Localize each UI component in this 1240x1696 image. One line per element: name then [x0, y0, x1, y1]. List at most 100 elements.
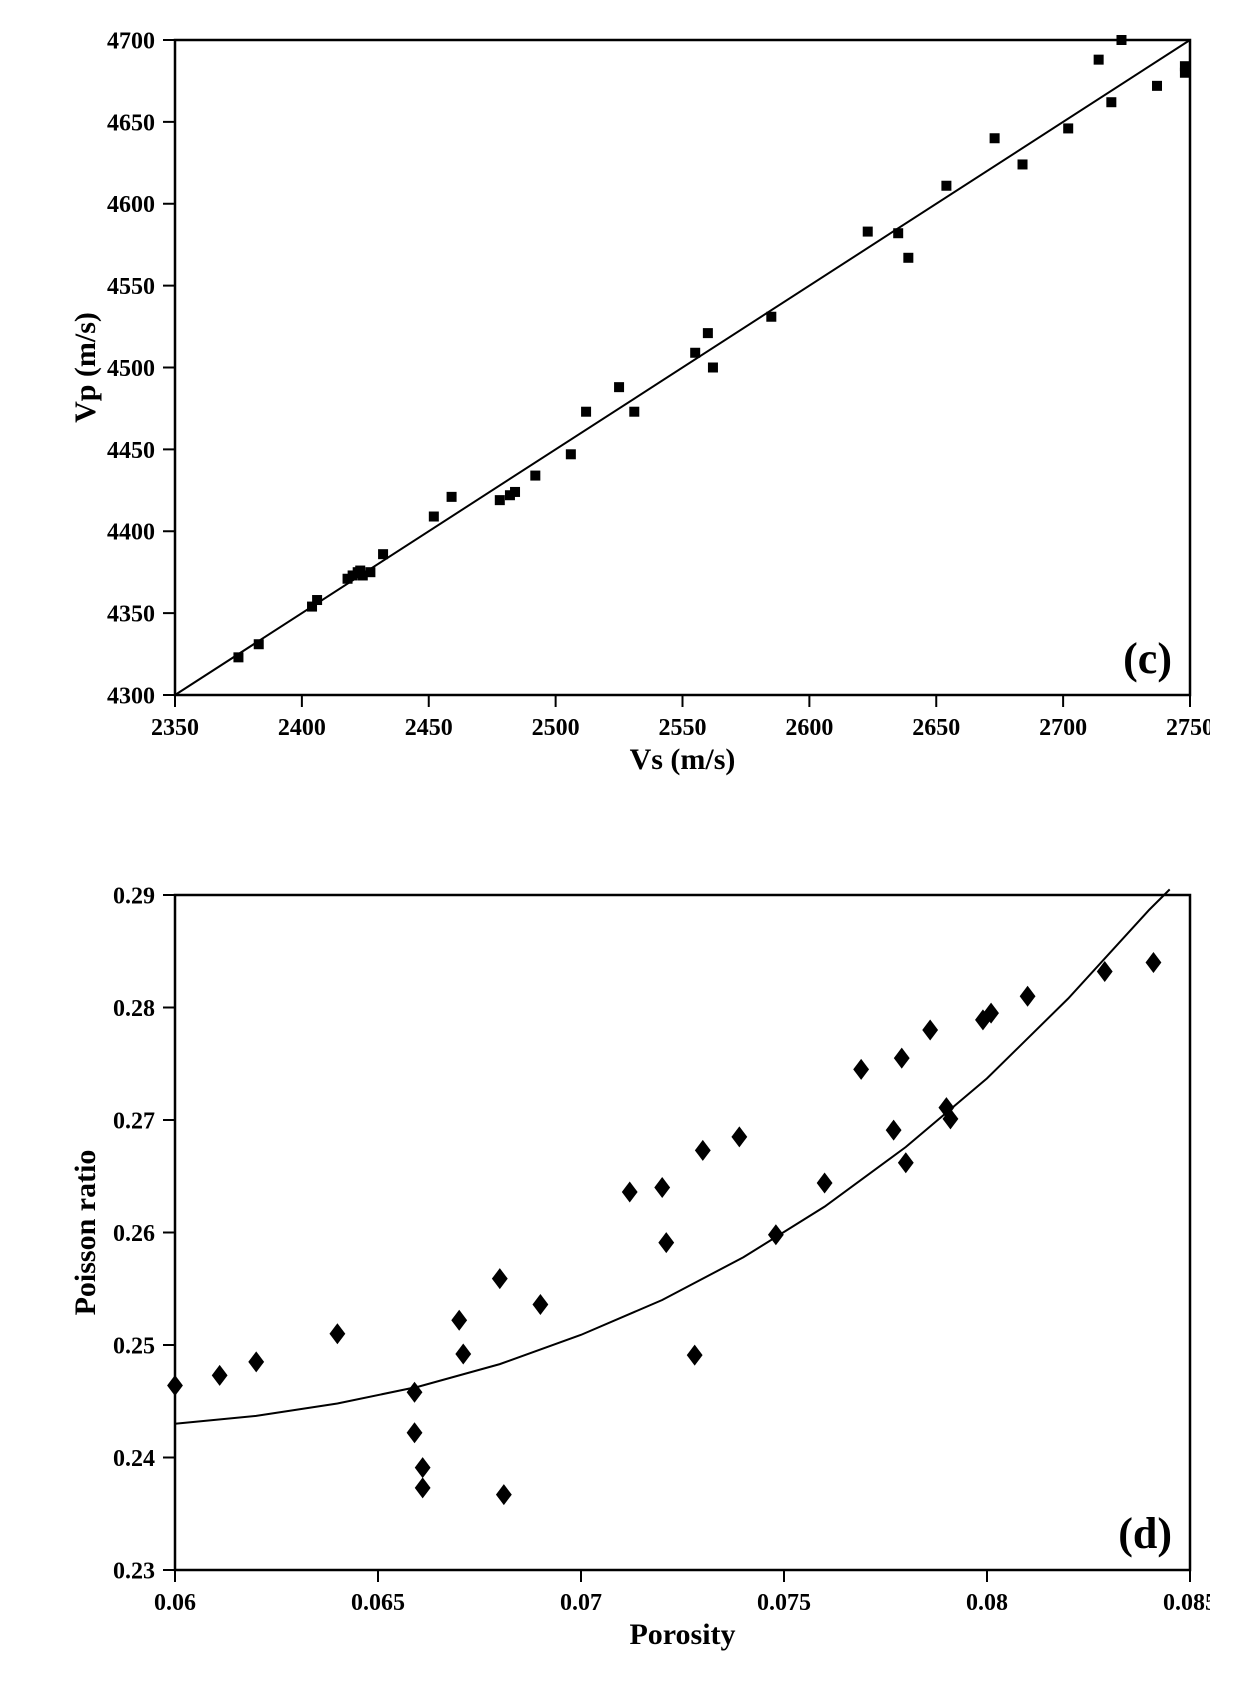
plot-frame	[175, 895, 1190, 1570]
data-marker	[1020, 986, 1036, 1007]
data-marker	[695, 1140, 711, 1161]
data-marker	[254, 639, 264, 649]
data-marker	[690, 348, 700, 358]
y-tick-label: 4550	[107, 274, 155, 300]
data-marker	[941, 181, 951, 191]
y-tick-label: 0.26	[113, 1221, 155, 1247]
data-marker	[233, 652, 243, 662]
data-marker	[708, 363, 718, 373]
data-marker	[329, 1323, 345, 1344]
chart-svg: 2350 2400 2450 2500 2550 2600 2650 2700 2750 4300…	[60, 20, 1210, 780]
y-tick-label: 0.24	[113, 1446, 155, 1472]
data-marker	[492, 1268, 508, 1289]
data-marker	[898, 1152, 914, 1173]
chart-svg: 0.06 0.065 0.07 0.075 0.08 0.085 0.23 0.24 0.25 0…	[60, 875, 1210, 1655]
data-marker	[886, 1120, 902, 1141]
data-marker	[893, 228, 903, 238]
y-tick-label: 0.27	[113, 1108, 155, 1134]
data-marker	[1063, 123, 1073, 133]
trend-line	[175, 40, 1190, 695]
x-tick-label: 2750	[1166, 715, 1210, 741]
data-marker	[622, 1182, 638, 1203]
y-tick-label: 4350	[107, 602, 155, 628]
data-marker	[658, 1232, 674, 1253]
data-marker	[863, 227, 873, 237]
data-marker	[766, 312, 776, 322]
data-marker	[451, 1310, 467, 1331]
y-tick-label: 0.28	[113, 996, 155, 1022]
data-marker	[1146, 952, 1162, 973]
x-tick-label: 2350	[151, 715, 199, 741]
x-tick-label: 2450	[405, 715, 453, 741]
x-tick-label: 0.075	[757, 1590, 811, 1616]
data-marker	[415, 1477, 431, 1498]
x-tick-label: 2600	[785, 715, 833, 741]
data-marker	[415, 1457, 431, 1478]
data-marker	[1152, 81, 1162, 91]
y-tick-label: 4400	[107, 520, 155, 546]
data-marker	[1180, 68, 1190, 78]
x-tick-label: 0.085	[1163, 1590, 1210, 1616]
data-marker	[407, 1422, 423, 1443]
y-tick-label: 4650	[107, 110, 155, 136]
data-marker	[903, 253, 913, 263]
data-marker	[614, 382, 624, 392]
data-marker	[429, 512, 439, 522]
y-tick-label: 4600	[107, 192, 155, 218]
data-marker	[378, 549, 388, 559]
data-marker	[990, 133, 1000, 143]
y-tick-label: 4300	[107, 683, 155, 709]
data-marker	[629, 407, 639, 417]
x-axis-label: Porosity	[629, 1618, 735, 1651]
data-marker	[407, 1382, 423, 1403]
data-marker	[731, 1126, 747, 1147]
panel-label: (d)	[1118, 1509, 1172, 1558]
x-tick-label: 0.065	[351, 1590, 405, 1616]
x-tick-label: 2400	[278, 715, 326, 741]
data-marker	[687, 1345, 703, 1366]
y-axis-label: Vp (m/s)	[69, 312, 102, 423]
y-tick-label: 4700	[107, 28, 155, 54]
data-marker	[212, 1365, 228, 1386]
data-marker	[703, 328, 713, 338]
data-marker	[447, 492, 457, 502]
data-marker	[530, 471, 540, 481]
data-marker	[817, 1173, 833, 1194]
x-tick-label: 2550	[659, 715, 707, 741]
y-tick-label: 0.25	[113, 1333, 155, 1359]
data-marker	[894, 1048, 910, 1069]
data-marker	[1116, 35, 1126, 45]
x-tick-label: 2650	[912, 715, 960, 741]
x-tick-label: 2500	[532, 715, 580, 741]
data-marker	[455, 1344, 471, 1365]
data-marker	[496, 1484, 512, 1505]
data-marker	[581, 407, 591, 417]
data-marker	[768, 1224, 784, 1245]
x-tick-label: 0.06	[154, 1590, 196, 1616]
data-marker	[853, 1059, 869, 1080]
y-tick-label: 4450	[107, 438, 155, 464]
chart-c-container: 2350 2400 2450 2500 2550 2600 2650 2700 2750 4300…	[60, 20, 1210, 780]
data-marker	[510, 487, 520, 497]
data-marker	[1018, 159, 1028, 169]
data-marker	[312, 595, 322, 605]
trend-curve	[175, 889, 1170, 1423]
data-marker	[1106, 97, 1116, 107]
y-tick-label: 0.23	[113, 1558, 155, 1584]
x-tick-label: 0.07	[560, 1590, 602, 1616]
data-marker	[1094, 55, 1104, 65]
x-tick-label: 0.08	[966, 1590, 1008, 1616]
x-tick-label: 2700	[1039, 715, 1087, 741]
page: 2350 2400 2450 2500 2550 2600 2650 2700 2750 4300…	[0, 0, 1240, 1696]
data-marker	[566, 449, 576, 459]
data-marker	[922, 1020, 938, 1041]
data-marker	[495, 495, 505, 505]
chart-d-container: 0.06 0.065 0.07 0.075 0.08 0.085 0.23 0.24 0.25 0…	[60, 875, 1210, 1655]
data-marker	[167, 1375, 183, 1396]
x-axis-label: Vs (m/s)	[630, 743, 736, 776]
data-marker	[532, 1294, 548, 1315]
data-marker	[654, 1177, 670, 1198]
y-tick-label: 4500	[107, 356, 155, 382]
data-marker	[248, 1351, 264, 1372]
panel-label: (c)	[1123, 634, 1172, 683]
